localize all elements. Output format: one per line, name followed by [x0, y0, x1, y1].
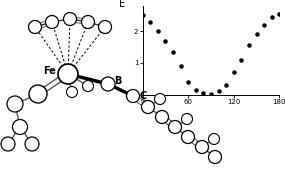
Circle shape	[182, 130, 194, 143]
Point	[269, 15, 274, 18]
Circle shape	[168, 121, 182, 133]
Circle shape	[82, 15, 95, 29]
Circle shape	[13, 119, 27, 135]
Point	[194, 88, 198, 91]
Circle shape	[29, 85, 47, 103]
Circle shape	[46, 15, 58, 29]
Point	[209, 92, 213, 95]
Circle shape	[209, 150, 221, 163]
Point	[224, 84, 228, 87]
Text: C: C	[139, 91, 146, 101]
Point	[247, 44, 251, 47]
Point	[277, 12, 282, 15]
Point	[155, 29, 160, 33]
Text: B: B	[114, 76, 122, 86]
Text: Fe: Fe	[44, 66, 56, 76]
Circle shape	[25, 137, 39, 151]
Point	[140, 14, 145, 17]
Point	[148, 20, 152, 23]
Point	[216, 90, 221, 93]
Point	[262, 23, 266, 26]
Circle shape	[101, 77, 115, 91]
Point	[254, 33, 259, 36]
Point	[201, 91, 205, 94]
Circle shape	[127, 90, 139, 102]
Circle shape	[64, 12, 76, 26]
Circle shape	[1, 137, 15, 151]
Circle shape	[156, 111, 168, 123]
Point	[178, 64, 183, 67]
Circle shape	[141, 101, 154, 114]
Circle shape	[99, 20, 111, 33]
Point	[186, 80, 190, 83]
Circle shape	[196, 140, 209, 153]
Circle shape	[82, 81, 93, 91]
Circle shape	[28, 20, 42, 33]
Circle shape	[154, 94, 166, 105]
Circle shape	[182, 114, 192, 125]
Circle shape	[7, 96, 23, 112]
Point	[163, 39, 168, 42]
Point	[231, 71, 236, 74]
Circle shape	[209, 133, 219, 145]
Point	[239, 58, 244, 61]
Circle shape	[66, 87, 78, 98]
Y-axis label: E: E	[119, 0, 125, 9]
Circle shape	[58, 64, 78, 84]
Point	[171, 50, 175, 53]
